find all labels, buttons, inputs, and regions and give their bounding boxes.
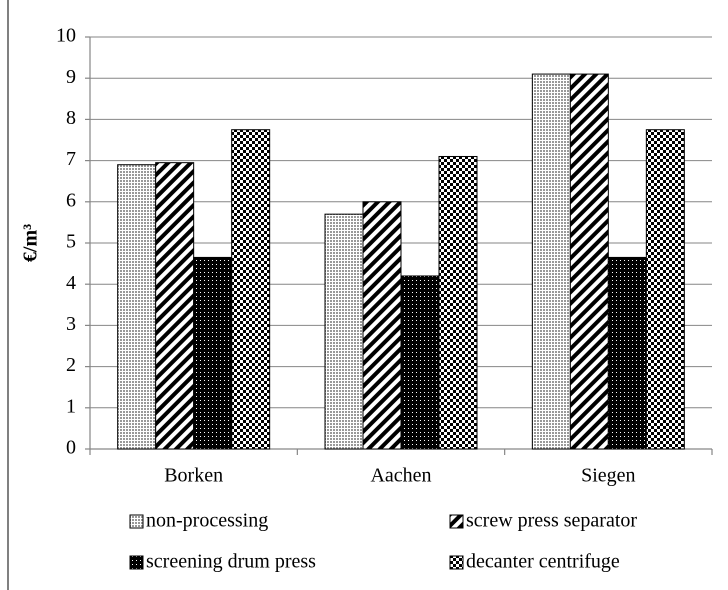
bar <box>362 201 402 450</box>
bar <box>155 162 195 450</box>
frame <box>7 0 9 590</box>
x-tick-label: Siegen <box>581 465 635 487</box>
bar <box>400 275 440 450</box>
bar <box>607 256 647 450</box>
y-tick-label: 4 <box>66 272 76 294</box>
bar <box>324 213 364 450</box>
y-tick-label: 8 <box>66 107 76 129</box>
x-tick-label: Borken <box>164 465 223 487</box>
y-tick-label: 1 <box>66 395 76 417</box>
bar <box>231 129 271 450</box>
legend-label: non-processing <box>146 510 268 532</box>
legend-swatch <box>449 555 464 570</box>
legend-label: screw press separator <box>466 510 637 532</box>
bar <box>438 155 478 450</box>
legend-swatch <box>129 555 144 570</box>
legend-swatch <box>449 514 464 529</box>
y-tick-label: 3 <box>66 313 76 335</box>
legend-swatch <box>129 514 144 529</box>
x-tick-label: Aachen <box>370 465 431 487</box>
legend-label: screening drum press <box>146 551 316 573</box>
y-tick-label: 0 <box>66 437 76 459</box>
bar <box>531 73 571 450</box>
bar <box>569 73 609 450</box>
y-tick-label: 2 <box>66 354 76 376</box>
y-tick-label: 10 <box>56 25 76 47</box>
legend-label: decanter centrifuge <box>466 551 620 573</box>
y-tick-label: 7 <box>66 148 76 170</box>
y-tick-label: 6 <box>66 189 76 211</box>
y-axis-label: €/m³ <box>20 224 42 262</box>
y-tick-label: 9 <box>66 66 76 88</box>
y-tick-label: 5 <box>66 231 76 253</box>
bar <box>117 164 157 450</box>
bar <box>645 129 685 450</box>
bar <box>193 256 233 450</box>
